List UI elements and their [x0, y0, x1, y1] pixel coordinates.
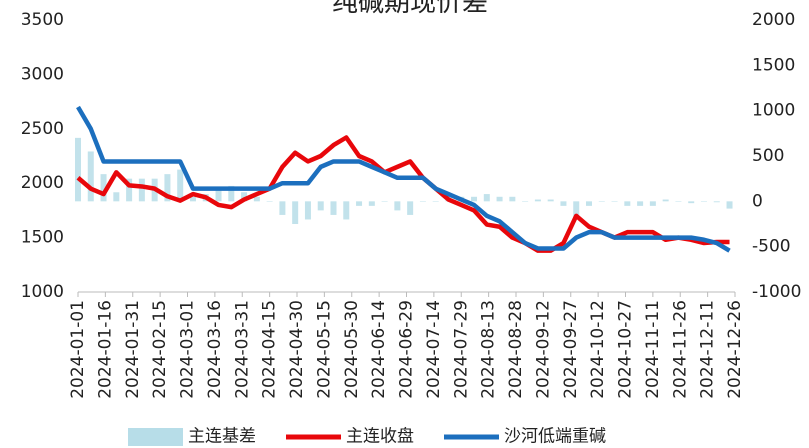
- chart-title: 纯碱期现价差: [332, 0, 488, 18]
- bar: [356, 201, 363, 206]
- bar: [215, 187, 222, 202]
- bar: [394, 201, 401, 211]
- x-tick-label: 2024-03-01: [178, 300, 198, 399]
- x-tick-label: 2024-11-26: [670, 300, 690, 399]
- bar: [598, 201, 605, 202]
- line: [76, 135, 730, 253]
- bar: [126, 178, 133, 202]
- bar: [368, 201, 375, 206]
- x-tick-label: 2024-02-15: [150, 300, 170, 399]
- x-tick-label: 2024-07-14: [424, 300, 444, 399]
- y-tick-label: 1500: [21, 228, 64, 248]
- bar: [624, 201, 631, 206]
- bar: [317, 201, 324, 211]
- y2-tick-label: 500: [752, 146, 784, 166]
- x-tick-label: 2024-08-28: [506, 300, 526, 399]
- y-tick-label: 3500: [21, 10, 64, 30]
- bar: [662, 199, 669, 202]
- x-tick-label: 2024-04-15: [260, 300, 280, 399]
- bar: [471, 196, 478, 202]
- y-tick-label: 1000: [21, 282, 64, 302]
- bar: [649, 201, 656, 206]
- bar: [189, 196, 196, 202]
- bar: [343, 201, 350, 220]
- bar: [113, 192, 120, 202]
- bar: [253, 196, 260, 202]
- y2-tick-label: -1000: [752, 282, 801, 302]
- bar: [100, 174, 107, 202]
- x-tick-label: 2024-05-30: [342, 300, 362, 399]
- x-tick-label: 2024-04-30: [287, 300, 307, 399]
- y2-tick-label: 0: [752, 191, 763, 211]
- legend-swatch: [128, 428, 183, 446]
- x-tick-label: 2024-06-29: [397, 300, 417, 399]
- x-tick-label: 2024-05-15: [314, 300, 334, 399]
- x-tick-label: 2024-06-14: [369, 300, 389, 399]
- bar: [534, 199, 541, 202]
- x-tick-label: 2024-09-12: [533, 300, 553, 399]
- bar: [483, 194, 490, 202]
- x-tick-label: 2024-11-11: [643, 300, 663, 399]
- y-tick-label: 2000: [21, 173, 64, 193]
- x-tick-label: 2024-12-26: [725, 300, 745, 399]
- bar: [700, 201, 707, 202]
- y-tick-label: 3000: [21, 64, 64, 84]
- bar: [279, 201, 286, 215]
- y2-tick-label: 2000: [752, 10, 795, 30]
- x-tick-label: 2024-03-16: [205, 300, 225, 399]
- bar: [547, 199, 554, 202]
- y-tick-label: 2500: [21, 119, 64, 139]
- legend-label: 沙河低端重碱: [504, 427, 606, 447]
- y2-tick-label: -500: [752, 237, 791, 257]
- bar: [407, 201, 414, 215]
- bar: [241, 192, 248, 202]
- x-tick-label: 2024-10-12: [588, 300, 608, 399]
- bar: [509, 196, 516, 202]
- line: [76, 105, 731, 253]
- y2-tick-label: 1500: [752, 55, 795, 75]
- bar: [164, 174, 171, 202]
- x-tick-label: 2024-03-31: [232, 300, 252, 399]
- y2-tick-label: 1000: [752, 101, 795, 121]
- x-tick-label: 2024-09-27: [561, 300, 581, 399]
- bar: [330, 201, 337, 215]
- bar: [228, 185, 235, 202]
- bar: [266, 201, 273, 202]
- bar: [573, 201, 580, 220]
- bar: [726, 201, 733, 209]
- x-tick-label: 2024-01-01: [68, 300, 88, 399]
- bar: [713, 201, 720, 203]
- legend-label: 主连基差: [188, 427, 256, 447]
- bar: [688, 201, 695, 204]
- x-tick-label: 2024-01-31: [123, 300, 143, 399]
- bar: [381, 201, 388, 202]
- x-tick-label: 2024-08-13: [479, 300, 499, 399]
- bar: [75, 137, 81, 202]
- bar: [177, 169, 184, 202]
- bar: [560, 201, 567, 206]
- bar: [292, 201, 299, 224]
- bar: [304, 201, 311, 220]
- bar: [637, 201, 644, 206]
- bar: [675, 201, 682, 202]
- bar: [419, 201, 426, 202]
- x-tick-label: 2024-07-29: [451, 300, 471, 399]
- bar: [522, 201, 529, 202]
- x-tick-label: 2024-01-16: [95, 300, 115, 399]
- legend-label: 主连收盘: [346, 427, 414, 447]
- bar: [586, 201, 592, 206]
- x-tick-label: 2024-12-11: [698, 300, 718, 399]
- bar: [432, 201, 439, 202]
- bar: [138, 178, 145, 202]
- bar: [496, 196, 503, 202]
- x-tick-label: 2024-10-27: [616, 300, 636, 399]
- bar: [87, 151, 94, 202]
- bar: [611, 201, 618, 202]
